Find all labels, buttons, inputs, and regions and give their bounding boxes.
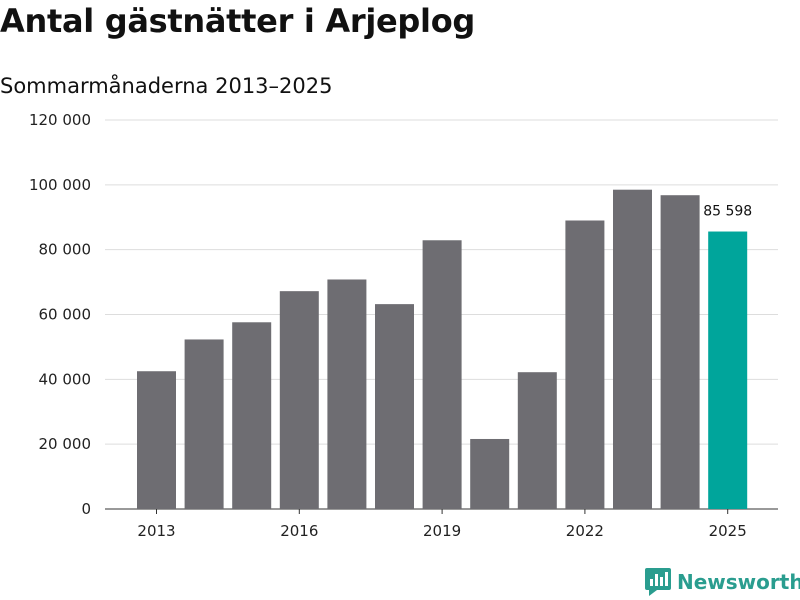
x-tick-label: 2013: [137, 522, 175, 540]
y-tick-label: 120 000: [29, 111, 91, 129]
y-tick-label: 0: [81, 500, 91, 518]
x-axis-ticks: 2013 2016 2019 2022 2025: [137, 509, 747, 540]
x-tick-label: 2016: [280, 522, 318, 540]
bar-2024: [660, 195, 700, 509]
bar-2020: [470, 438, 510, 509]
brand-name: Newsworthy: [677, 570, 800, 594]
bar-2014: [184, 339, 224, 509]
bar-2015: [232, 322, 272, 509]
bar-2019: [422, 240, 462, 509]
bars: [137, 189, 748, 509]
bar-2016: [279, 291, 319, 509]
bar-2023: [613, 189, 652, 509]
bar-2025: [708, 231, 748, 509]
y-tick-label: 40 000: [39, 370, 92, 388]
x-tick-label: 2019: [423, 522, 461, 540]
y-axis-ticks: 0 20 000 40 000 60 000 80 000 100 000 120 000: [29, 111, 91, 518]
x-tick-label: 2025: [709, 522, 747, 540]
data-labels: 85 598: [703, 204, 752, 220]
brand: Newsworthy: [645, 568, 800, 596]
x-tick-label: 2022: [566, 522, 604, 540]
bar-2013: [137, 371, 176, 509]
y-tick-label: 100 000: [29, 176, 91, 194]
y-tick-label: 80 000: [39, 241, 92, 259]
chart-title: Antal gästnätter i Arjeplog: [0, 2, 475, 40]
bar-2018: [375, 304, 414, 509]
bar-2022: [565, 220, 605, 509]
chart-subtitle: Sommarmånaderna 2013–2025: [0, 74, 333, 98]
y-tick-label: 20 000: [39, 435, 92, 453]
bar-2021: [517, 372, 557, 509]
bar-2017: [327, 279, 367, 509]
y-tick-label: 60 000: [39, 306, 92, 324]
newsworthy-logo-icon: [645, 568, 671, 596]
data-label: 85 598: [703, 204, 752, 220]
